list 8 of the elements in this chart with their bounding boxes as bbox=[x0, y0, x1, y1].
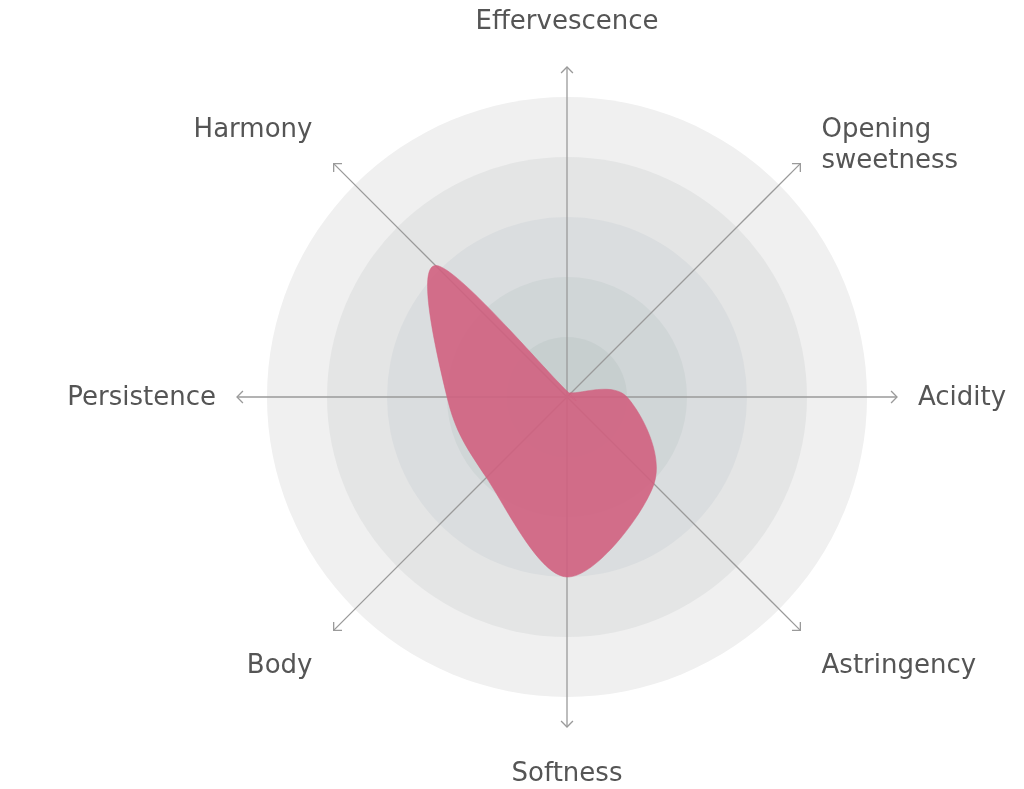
spoke-label: Harmony bbox=[193, 113, 313, 144]
spoke-label: Persistence bbox=[67, 381, 216, 411]
spoke-label: Body bbox=[246, 648, 313, 679]
spoke-label: Acidity bbox=[918, 381, 1007, 411]
spoke-label: Effervescence bbox=[475, 5, 659, 35]
spoke-label: Opening sweetness bbox=[821, 113, 959, 175]
spoke-label: Softness bbox=[511, 757, 623, 787]
spoke-label: Astringency bbox=[821, 648, 977, 679]
